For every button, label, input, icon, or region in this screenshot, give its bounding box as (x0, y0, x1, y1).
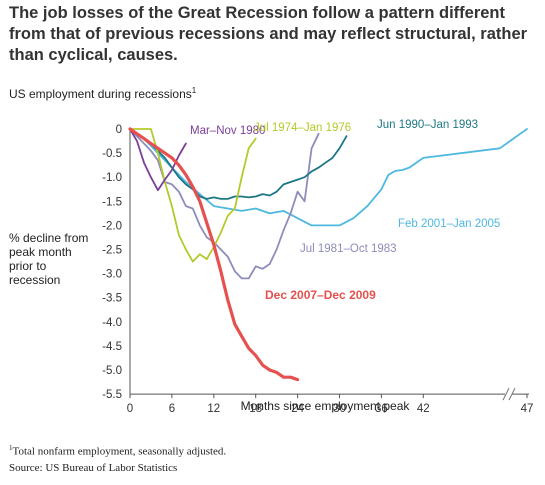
series-line (129, 128, 187, 192)
series-line (129, 128, 257, 263)
series-label: Jun 1990–Jan 1993 (377, 119, 478, 131)
series-line (128, 127, 300, 382)
series-label: Feb 2001–Jan 2005 (398, 218, 500, 230)
y-tick-label: -2.0 (102, 220, 122, 232)
footnote: 1Total nonfarm employment, seasonally ad… (9, 444, 226, 458)
x-axis-label: Months since employment peak (241, 399, 411, 413)
y-tick-label: -5.5 (102, 389, 122, 401)
series-label: Mar–Nov 1980 (190, 125, 265, 137)
subtitle-footnote-mark: 1 (191, 86, 197, 95)
x-tick-label: 47 (521, 403, 534, 415)
y-tick-label: -1.5 (102, 196, 122, 208)
y-tick-label: -0.5 (102, 148, 122, 160)
series-label: Jul 1981–Oct 1983 (300, 243, 397, 255)
x-tick-label: 24 (291, 403, 304, 415)
subtitle-text: US employment during recessions (9, 87, 192, 101)
chart-subtitle: US employment during recessions1 (9, 86, 196, 101)
x-tick-label: 30 (333, 403, 346, 415)
series-line (129, 128, 528, 227)
y-tick-label: -4.5 (102, 341, 122, 353)
x-tick-label: 36 (375, 403, 388, 415)
y-tick-label: -1.0 (102, 172, 122, 184)
x-tick-label: 42 (417, 403, 430, 415)
y-tick-label: -4.0 (102, 317, 122, 329)
y-tick-label: -3.0 (102, 269, 122, 281)
y-tick-label: -5.0 (102, 365, 122, 377)
x-axis-break-mark (502, 387, 516, 401)
footnote-text: Total nonfarm employment, seasonally adj… (12, 445, 227, 458)
x-tick-label: 12 (207, 403, 220, 415)
chart-canvas: 0 -0.5 -1.0 -1.5 -2.0 -2.5 -3.0 -3.5 -4.0 -4.5 -5.… (102, 119, 534, 415)
y-axis-label: % decline from peak month prior to reces… (9, 231, 89, 287)
source-note: Source: US Bureau of Labor Statistics (9, 462, 178, 474)
chart-title: The job losses of the Great Recession fo… (9, 4, 528, 64)
series-label: Dec 2007–Dec 2009 (265, 288, 376, 302)
x-tick-label: 18 (249, 403, 262, 415)
x-tick-label: 6 (169, 403, 175, 415)
y-tick-label: 0 (116, 124, 122, 136)
x-tick-label: 0 (127, 403, 133, 415)
y-tick-label: -2.5 (102, 245, 122, 257)
y-tick-label: -3.5 (102, 293, 122, 305)
series-line (129, 128, 348, 200)
series-label: Jul 1974–Jan 1976 (254, 122, 351, 134)
footnote-mark: 1 (9, 444, 13, 452)
